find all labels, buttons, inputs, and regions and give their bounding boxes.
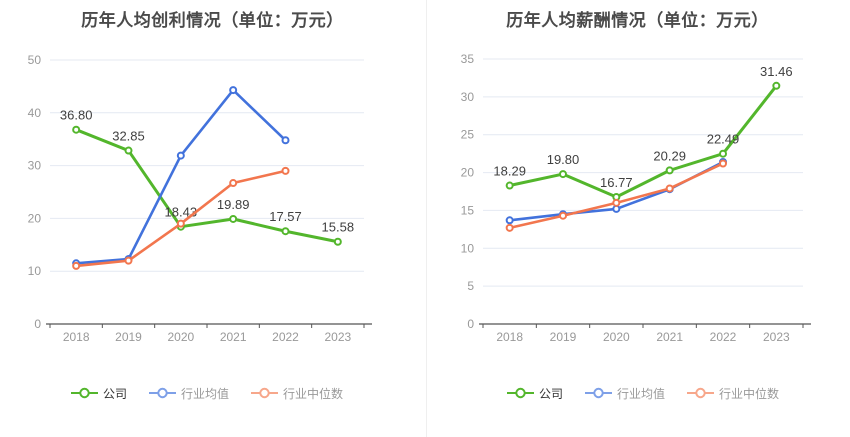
x-tick-label: 2018 [496,330,523,344]
data-point-marker-industry-median [559,211,567,220]
x-tick-label: 2023 [763,330,790,344]
series-line-industry-average [74,88,287,265]
data-point-label-company: 31.46 [760,64,793,79]
data-point-label-company: 18.29 [493,164,526,179]
data-point-marker-industry-median [229,179,238,188]
legend-line-marker-icon [506,387,534,399]
y-tick-label: 30 [28,159,42,173]
legend-line-marker-icon [584,387,612,399]
x-tick-label: 2018 [63,330,90,344]
data-point-marker-industry-median [72,261,81,270]
y-tick-label: 20 [28,211,42,225]
legend-item-company[interactable]: 公司 [70,385,127,402]
legend-item-label: 行业中位数 [283,386,344,401]
data-point-marker-company [665,166,674,175]
x-tick-label: 2020 [167,330,194,344]
x-tick-label: 2019 [550,330,577,344]
data-point-label-company: 19.80 [547,152,580,167]
y-tick-label: 10 [28,264,42,278]
legend-item-industry-median[interactable]: 行业中位数 [251,385,343,402]
data-point-marker-company [281,227,290,236]
salary-chart-plot: 0 5 10 15 20 25 30 35 2018 2019 2020 2021 2022 2023 18… [461,52,811,344]
x-tick-label: 2022 [710,330,737,344]
data-point-label-company: 16.77 [600,175,633,190]
data-point-marker-industry-median [281,166,290,175]
data-point-label-company: 19.89 [217,197,250,212]
data-point-marker-industry-median [719,159,727,168]
y-tick-label: 0 [467,317,474,331]
legend-item-label: 行业均值 [616,386,665,401]
data-point-marker-industry-median [665,184,674,193]
salary-chart-legend: 公司 行业均值 行业中位数 [483,383,803,403]
y-tick-label: 35 [461,52,475,66]
data-point-marker-industry-average [176,151,185,160]
x-tick-label: 2021 [220,330,247,344]
y-tick-label: 20 [461,166,475,180]
data-point-marker-industry-average [281,136,290,145]
data-point-marker-company [229,214,238,223]
data-point-marker-company [719,149,727,158]
y-tick-label: 5 [467,279,474,293]
legend-item-industry-average[interactable]: 行业均值 [148,385,229,402]
profit-chart-legend: 公司 行业均值 行业中位数 [50,383,364,403]
profit-chart-title: 历年人均创利情况（单位：万元） [81,11,344,30]
salary-per-capita-chart: 历年人均薪酬情况（单位：万元） 0 5 10 15 20 25 30 35 2018 2019 20… [425,0,850,437]
legend-line-marker-icon [70,387,98,399]
y-tick-label: 25 [461,128,475,142]
salary-chart-title: 历年人均薪酬情况（单位：万元） [506,11,769,30]
x-tick-label: 2023 [324,330,351,344]
legend-item-label: 行业中位数 [719,386,780,401]
legend-item-industry-average[interactable]: 行业均值 [584,385,665,402]
data-point-marker-company [559,170,567,179]
y-tick-label: 30 [461,90,475,104]
x-tick-label: 2020 [603,330,630,344]
data-point-marker-company [772,81,781,90]
data-point-marker-industry-median [176,219,185,228]
legend-item-industry-median[interactable]: 行业中位数 [687,385,779,402]
x-tick-label: 2021 [656,330,683,344]
data-point-marker-industry-average [229,86,238,95]
legend-item-label: 公司 [538,386,563,401]
series-line-company [74,128,340,244]
profit-per-capita-chart: 历年人均创利情况（单位：万元） 0 10 20 30 40 50 2018 2019 2020 2… [28,11,372,403]
data-point-label-company: 18.43 [165,205,198,220]
y-tick-label: 15 [461,203,475,217]
data-point-label-company: 17.57 [269,209,302,224]
x-tick-label: 2022 [272,330,299,344]
data-point-marker-company [124,146,133,155]
y-tick-label: 50 [28,53,42,67]
y-tick-label: 0 [34,317,41,331]
x-tick-label: 2019 [115,330,142,344]
legend-item-label: 行业均值 [180,386,229,401]
data-point-marker-company [505,181,514,190]
data-point-marker-industry-average [505,216,514,225]
data-point-label-company: 32.85 [112,129,145,144]
data-point-marker-company [72,125,81,134]
data-point-marker-industry-median [505,223,514,232]
data-point-marker-industry-median [612,198,621,207]
legend-item-company[interactable]: 公司 [506,385,563,402]
data-point-label-company: 15.58 [322,220,355,235]
legend-line-marker-icon [251,387,278,399]
legend-line-marker-icon [148,387,176,399]
data-point-marker-industry-median [124,256,133,265]
data-point-label-company: 36.80 [60,108,93,123]
panel-divider [426,0,427,437]
data-point-label-company: 22.49 [707,132,740,147]
data-point-label-company: 20.29 [653,148,686,163]
legend-item-label: 公司 [102,386,127,401]
data-point-marker-company [333,237,342,246]
legend-line-marker-icon [687,387,714,399]
series-line-company [508,84,778,199]
y-tick-label: 40 [28,106,42,120]
profit-chart-plot: 0 10 20 30 40 50 2018 2019 2020 2021 2022 2023 36.80… [28,53,372,344]
y-tick-label: 10 [461,241,475,255]
